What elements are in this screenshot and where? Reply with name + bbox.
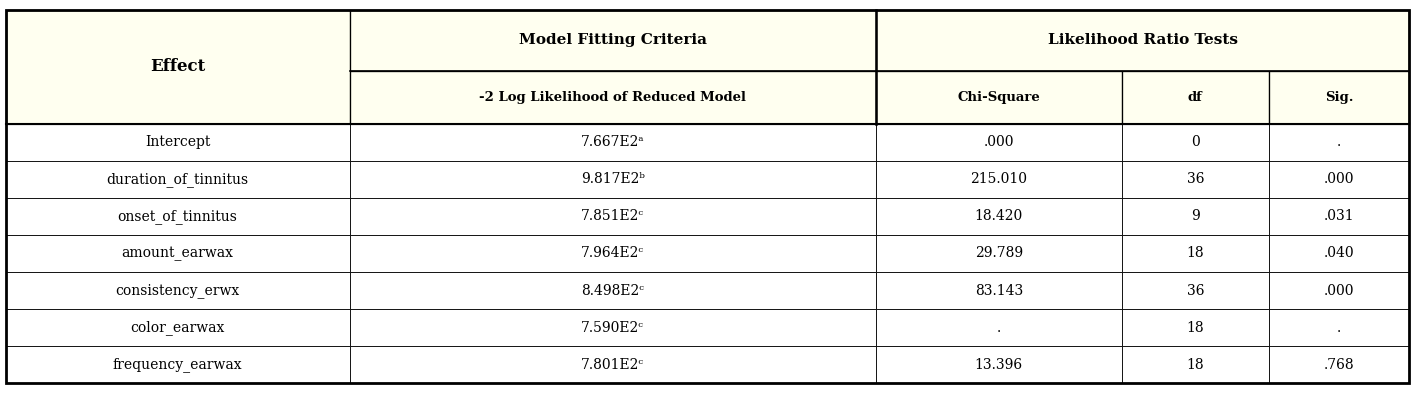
Bar bbox=[876, 272, 1122, 309]
Text: .: . bbox=[1337, 321, 1341, 334]
Text: 7.851E2ᶜ: 7.851E2ᶜ bbox=[582, 209, 644, 224]
Bar bbox=[350, 309, 876, 346]
Text: 215.010: 215.010 bbox=[971, 173, 1027, 186]
Text: Sig.: Sig. bbox=[1324, 91, 1353, 104]
Text: amount_earwax: amount_earwax bbox=[122, 246, 233, 261]
Text: 13.396: 13.396 bbox=[975, 358, 1023, 372]
Bar bbox=[350, 346, 876, 383]
Bar bbox=[1269, 71, 1409, 124]
Bar bbox=[350, 272, 876, 309]
Bar bbox=[876, 309, 1122, 346]
Text: consistency_erwx: consistency_erwx bbox=[116, 283, 239, 298]
Text: .000: .000 bbox=[1324, 173, 1354, 186]
Bar bbox=[350, 10, 876, 71]
Bar bbox=[876, 346, 1122, 383]
Text: .: . bbox=[1337, 135, 1341, 149]
Text: -2 Log Likelihood of Reduced Model: -2 Log Likelihood of Reduced Model bbox=[480, 91, 746, 104]
Bar bbox=[6, 10, 350, 124]
Text: 8.498E2ᶜ: 8.498E2ᶜ bbox=[582, 283, 644, 298]
Bar bbox=[1122, 124, 1269, 161]
Bar bbox=[1122, 71, 1269, 124]
Text: 9: 9 bbox=[1191, 209, 1200, 224]
Bar bbox=[1269, 346, 1409, 383]
Text: .768: .768 bbox=[1324, 358, 1354, 372]
Text: Model Fitting Criteria: Model Fitting Criteria bbox=[519, 33, 706, 47]
Text: 18: 18 bbox=[1186, 246, 1204, 261]
Bar bbox=[350, 198, 876, 235]
Text: duration_of_tinnitus: duration_of_tinnitus bbox=[106, 172, 249, 187]
Text: Likelihood Ratio Tests: Likelihood Ratio Tests bbox=[1047, 33, 1238, 47]
Text: 36: 36 bbox=[1187, 283, 1204, 298]
Bar bbox=[6, 235, 350, 272]
Bar bbox=[6, 309, 350, 346]
Text: 7.964E2ᶜ: 7.964E2ᶜ bbox=[582, 246, 644, 261]
Bar bbox=[350, 235, 876, 272]
Bar bbox=[876, 124, 1122, 161]
Bar bbox=[1269, 272, 1409, 309]
Bar bbox=[350, 161, 876, 198]
Bar bbox=[350, 10, 876, 71]
Text: .031: .031 bbox=[1324, 209, 1354, 224]
Bar bbox=[876, 10, 1409, 71]
Bar bbox=[1122, 346, 1269, 383]
Text: 7.801E2ᶜ: 7.801E2ᶜ bbox=[582, 358, 644, 372]
Text: 9.817E2ᵇ: 9.817E2ᵇ bbox=[580, 173, 645, 186]
Text: Effect: Effect bbox=[150, 58, 205, 75]
Bar bbox=[1269, 161, 1409, 198]
Bar bbox=[1122, 235, 1269, 272]
Text: color_earwax: color_earwax bbox=[130, 320, 225, 335]
Text: 7.590E2ᶜ: 7.590E2ᶜ bbox=[582, 321, 644, 334]
Bar bbox=[1269, 71, 1409, 124]
Bar bbox=[6, 10, 350, 124]
Bar bbox=[350, 71, 876, 124]
Bar bbox=[1122, 309, 1269, 346]
Text: 18: 18 bbox=[1186, 321, 1204, 334]
Text: Chi-Square: Chi-Square bbox=[958, 91, 1040, 104]
Text: 0: 0 bbox=[1191, 135, 1200, 149]
Text: .000: .000 bbox=[983, 135, 1015, 149]
Text: frequency_earwax: frequency_earwax bbox=[113, 357, 242, 372]
Text: 36: 36 bbox=[1187, 173, 1204, 186]
Bar bbox=[6, 346, 350, 383]
Bar bbox=[1269, 309, 1409, 346]
Bar bbox=[876, 10, 1409, 71]
Bar bbox=[1122, 161, 1269, 198]
Text: 18.420: 18.420 bbox=[975, 209, 1023, 224]
Text: 18: 18 bbox=[1186, 358, 1204, 372]
Bar bbox=[1269, 124, 1409, 161]
Bar bbox=[876, 161, 1122, 198]
Bar bbox=[876, 71, 1122, 124]
Bar bbox=[350, 124, 876, 161]
Bar bbox=[6, 272, 350, 309]
Text: 83.143: 83.143 bbox=[975, 283, 1023, 298]
Bar bbox=[876, 198, 1122, 235]
Bar bbox=[6, 198, 350, 235]
Bar bbox=[1269, 235, 1409, 272]
Text: .: . bbox=[996, 321, 1000, 334]
Bar bbox=[6, 161, 350, 198]
Bar bbox=[1122, 198, 1269, 235]
Text: 7.667E2ᵃ: 7.667E2ᵃ bbox=[582, 135, 645, 149]
Text: .000: .000 bbox=[1324, 283, 1354, 298]
Bar bbox=[1269, 198, 1409, 235]
Bar bbox=[876, 71, 1122, 124]
Text: df: df bbox=[1189, 91, 1203, 104]
Bar bbox=[1122, 272, 1269, 309]
Text: onset_of_tinnitus: onset_of_tinnitus bbox=[117, 209, 238, 224]
Text: .040: .040 bbox=[1324, 246, 1354, 261]
Bar bbox=[876, 235, 1122, 272]
Text: 29.789: 29.789 bbox=[975, 246, 1023, 261]
Bar bbox=[350, 71, 876, 124]
Text: Intercept: Intercept bbox=[144, 135, 211, 149]
Bar bbox=[6, 124, 350, 161]
Bar bbox=[1122, 71, 1269, 124]
